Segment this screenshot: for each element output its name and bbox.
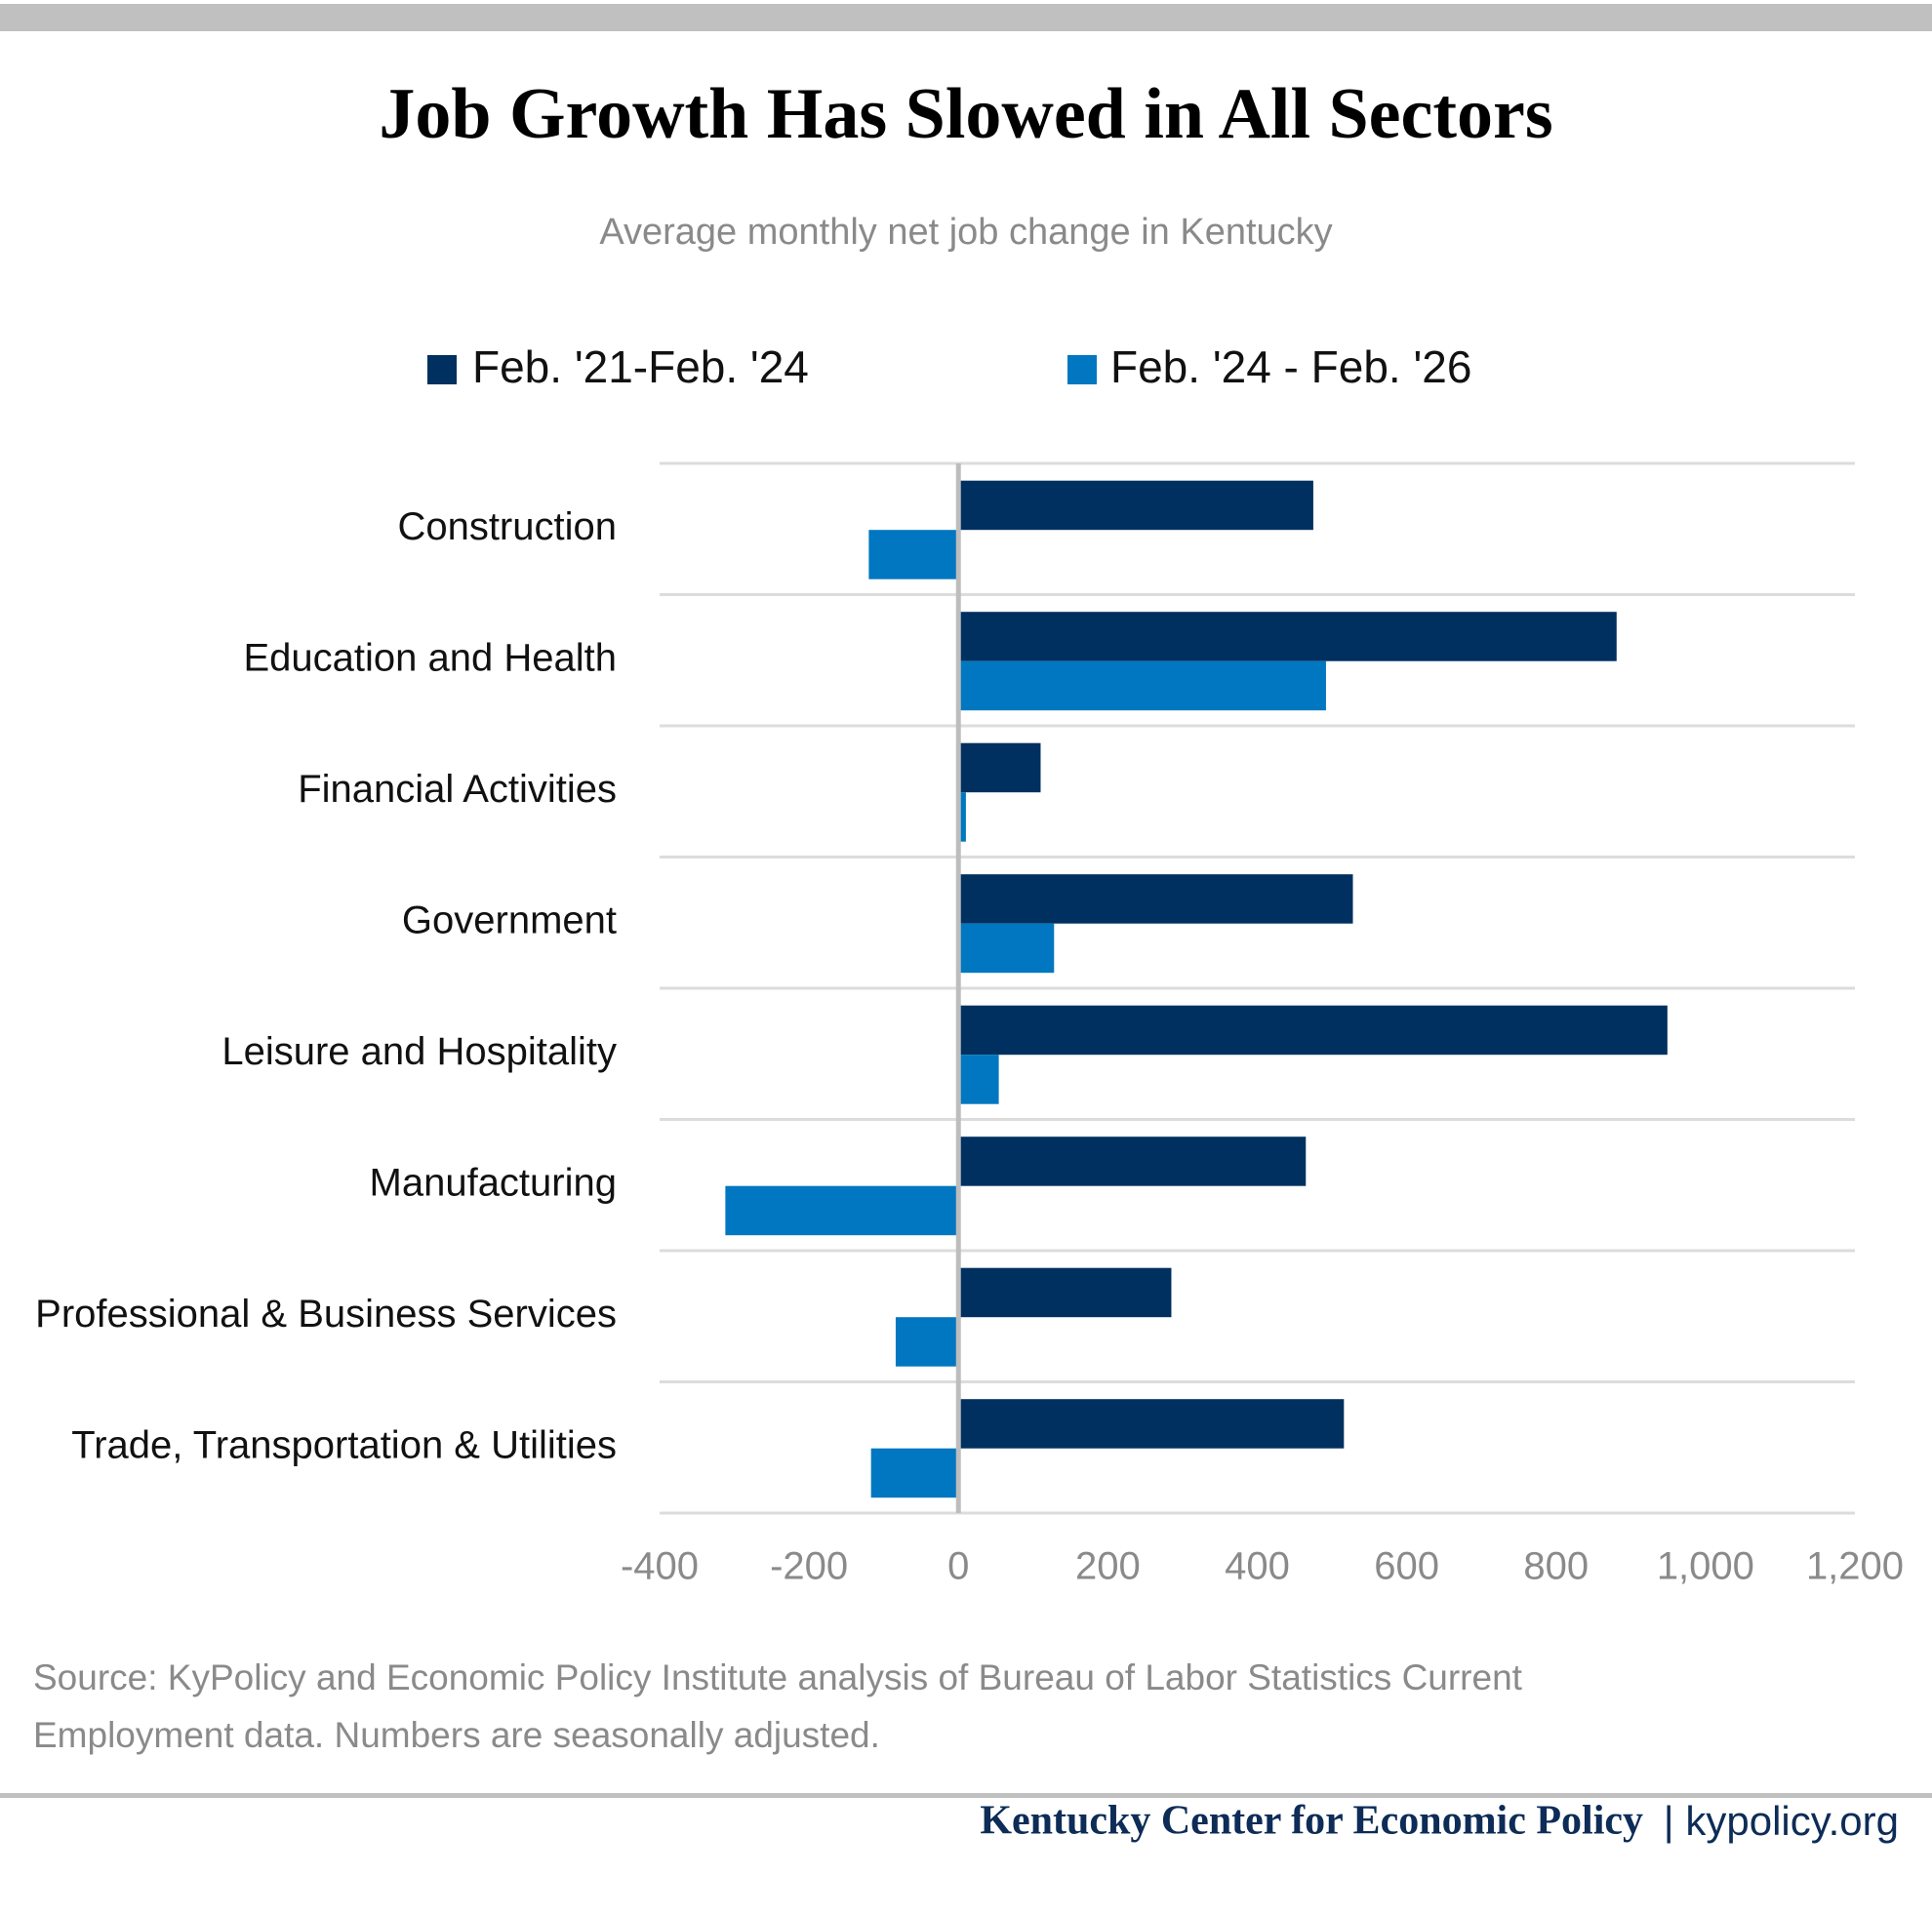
bar (958, 660, 1326, 711)
bar (958, 792, 966, 842)
chart-subtitle: Average monthly net job change in Kentuc… (599, 212, 1332, 253)
bar (958, 1399, 1345, 1449)
x-tick-label: 800 (1523, 1545, 1589, 1588)
bar (958, 1137, 1307, 1186)
x-tick-label: -400 (621, 1545, 699, 1588)
bar (958, 1055, 999, 1104)
legend-label: Feb. '24 - Feb. '26 (1110, 341, 1471, 392)
footer-website: | kypolicy.org (1664, 1798, 1899, 1844)
y-tick-label: Leisure and Hospitality (221, 1030, 617, 1073)
bar (958, 923, 1055, 974)
y-tick-label: Professional & Business Services (35, 1293, 617, 1336)
x-tick-label: 0 (947, 1545, 969, 1588)
legend-label: Feb. '21-Feb. '24 (472, 341, 809, 392)
chart-title: Job Growth Has Slowed in All Sectors (379, 74, 1552, 154)
x-tick-label: 600 (1374, 1545, 1439, 1588)
bar (958, 1267, 1172, 1318)
footer-organization: Kentucky Center for Economic Policy (980, 1799, 1643, 1844)
bar (958, 612, 1617, 661)
bar (725, 1185, 959, 1236)
y-tick-label: Construction (397, 505, 617, 548)
x-tick-label: 1,200 (1806, 1545, 1904, 1588)
y-tick-label: Government (402, 898, 617, 941)
legend-swatch (1067, 355, 1097, 384)
y-tick-label: Education and Health (244, 636, 618, 679)
x-tick-label: 400 (1225, 1545, 1290, 1588)
bar (870, 1448, 959, 1498)
x-tick-label: 1,000 (1657, 1545, 1754, 1588)
bar (868, 530, 959, 579)
footer-rule (0, 1793, 1932, 1798)
bar (958, 1005, 1668, 1056)
legend-swatch (427, 355, 457, 384)
x-tick-label: -200 (770, 1545, 848, 1588)
y-tick-label: Financial Activities (298, 768, 617, 811)
bar (958, 742, 1041, 793)
y-tick-label: Manufacturing (370, 1161, 617, 1204)
bar (958, 874, 1353, 924)
bar (895, 1317, 959, 1367)
source-note: Employment data. Numbers are seasonally … (33, 1715, 880, 1755)
bar (958, 480, 1313, 531)
y-tick-label: Trade, Transportation & Utilities (71, 1423, 617, 1466)
source-note: Source: KyPolicy and Economic Policy Ins… (33, 1657, 1523, 1697)
top-band (0, 4, 1932, 31)
x-tick-label: 200 (1075, 1545, 1141, 1588)
